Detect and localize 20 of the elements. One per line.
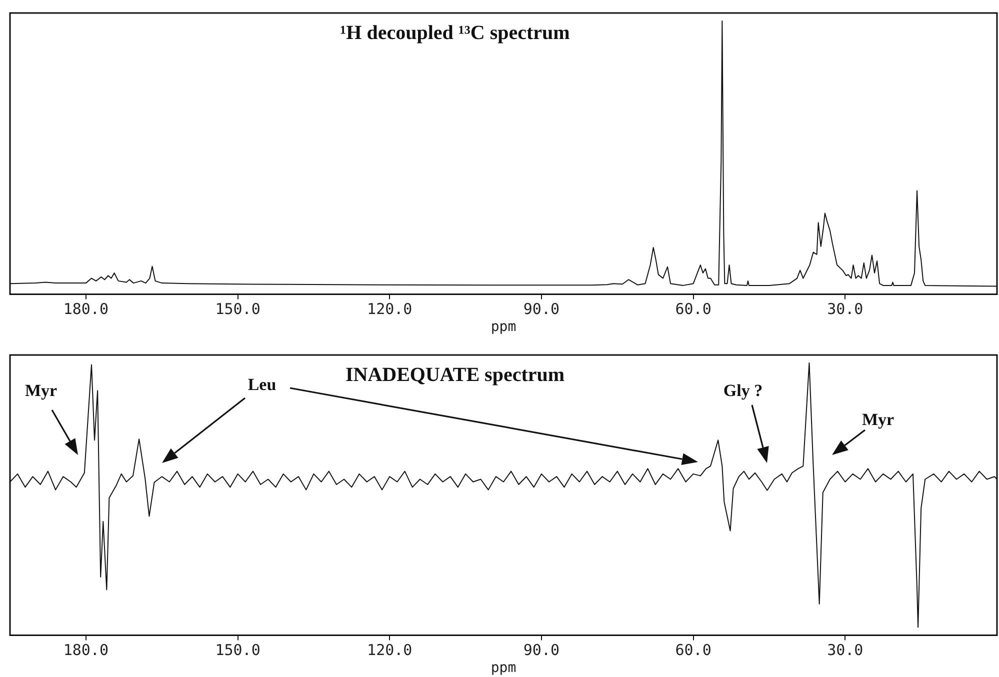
- x-tick-label: 150.0: [215, 300, 260, 318]
- x-tick-label: 180.0: [63, 641, 108, 660]
- x-axis-title: ppm: [490, 319, 516, 336]
- annotation: Leu: [248, 375, 276, 395]
- x-tick-label: 120.0: [367, 300, 412, 318]
- x-tick-label: 30.0: [827, 300, 864, 318]
- x-tick-label: 150.0: [215, 641, 260, 660]
- x-tick-label: 30.0: [827, 641, 864, 660]
- x-tick-label: 180.0: [63, 300, 108, 318]
- x-tick-label: 120.0: [367, 641, 412, 660]
- annotation: Myr: [24, 381, 58, 401]
- chart-title: ¹H decoupled ¹³C spectrum: [340, 22, 570, 45]
- x-tick-label: 60.0: [675, 300, 712, 318]
- annotation: Myr: [862, 410, 894, 430]
- x-tick-label: 60.0: [675, 641, 712, 660]
- x-tick-label: 90.0: [523, 300, 560, 318]
- annotation: Gly ?: [723, 381, 763, 401]
- x-tick-label: 90.0: [523, 641, 560, 660]
- chart-title: INADEQUATE spectrum: [345, 364, 565, 387]
- x-axis-title: ppm: [490, 660, 516, 676]
